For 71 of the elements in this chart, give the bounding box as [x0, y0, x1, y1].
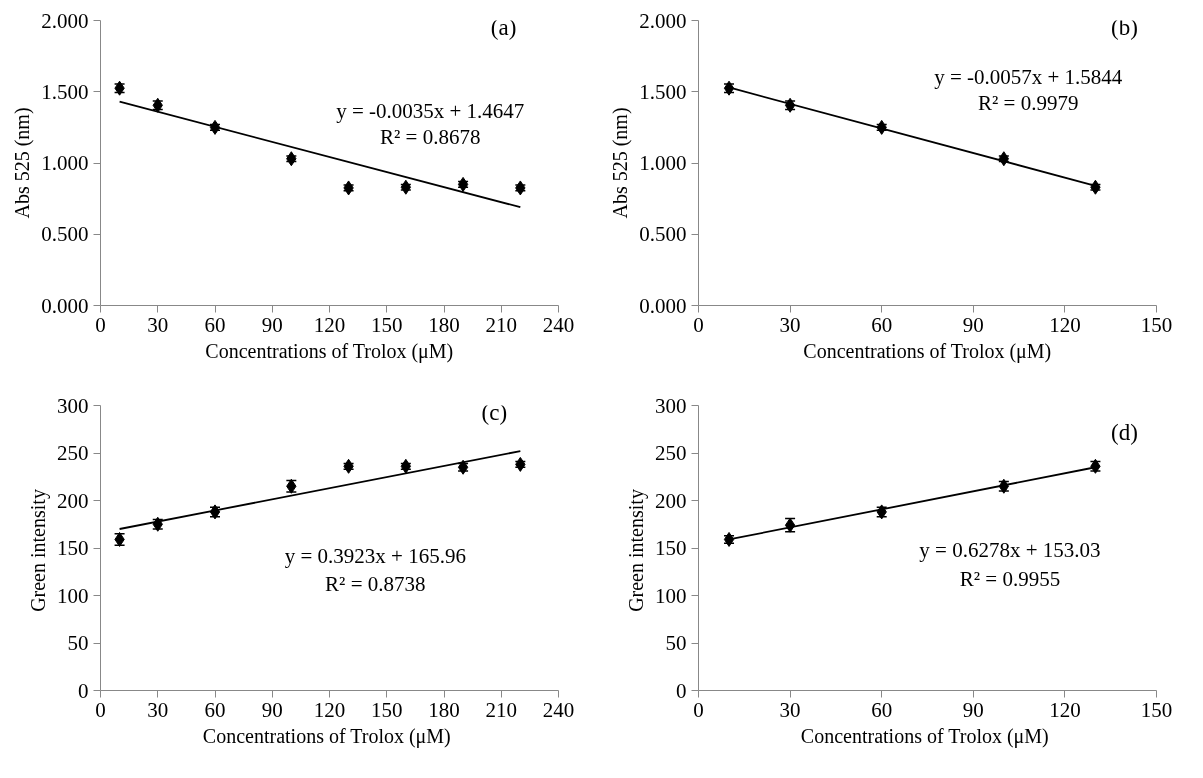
y-axis-title: Abs 525 (nm)	[609, 107, 633, 219]
x-tick-label: 60	[871, 697, 893, 722]
y-tick-label: 150	[57, 536, 89, 560]
x-tick-label: 0	[693, 312, 704, 337]
y-axis-title: Green intensity	[625, 489, 648, 612]
x-tick-label: 0	[95, 697, 106, 722]
y-tick-label: 0.000	[41, 293, 89, 318]
x-tick-label: 120	[313, 697, 346, 722]
x-tick-label: 0	[95, 312, 106, 337]
x-tick-label: 120	[1049, 697, 1081, 722]
x-tick-label: 240	[542, 312, 575, 337]
x-tick-label: 90	[261, 312, 283, 337]
x-tick-label: 240	[542, 697, 575, 722]
x-tick-label: 30	[779, 312, 801, 337]
annotation: y = -0.0035x + 1.4647	[336, 99, 525, 124]
y-axis-title: Abs 525 (nm)	[11, 107, 35, 219]
x-tick-label: 180	[428, 312, 460, 337]
annotation: (d)	[1111, 420, 1138, 446]
annotation: y = 0.6278x + 153.03	[919, 538, 1101, 563]
y-tick-label: 150	[655, 536, 687, 560]
x-tick-label: 90	[962, 697, 984, 722]
y-tick-label: 0.500	[41, 222, 89, 247]
x-tick-label: 150	[1140, 697, 1173, 722]
y-axis-title: Green intensity	[27, 489, 50, 612]
y-tick-label: 100	[57, 583, 89, 608]
x-tick-label: 0	[693, 697, 704, 722]
y-tick-label: 50	[665, 631, 687, 655]
x-axis-title: Concentrations of Trolox (μM)	[800, 724, 1049, 748]
y-tick-label: 300	[57, 393, 89, 418]
x-tick-label: 60	[204, 312, 226, 337]
y-tick-label: 1.500	[41, 79, 89, 104]
annotation: R² = 0.8678	[380, 124, 481, 149]
y-tick-label: 200	[655, 488, 687, 513]
y-tick-label: 2.000	[41, 8, 89, 33]
x-tick-label: 210	[485, 312, 517, 337]
x-tick-label: 150	[371, 697, 403, 722]
y-tick-label: 1.000	[41, 151, 89, 175]
y-tick-label: 1.500	[639, 79, 687, 104]
y-tick-label: 0	[676, 678, 687, 703]
annotation: y = 0.3923x + 165.96	[284, 543, 466, 568]
x-tick-label: 120	[313, 312, 346, 337]
y-tick-label: 0	[78, 678, 89, 703]
y-tick-label: 250	[655, 441, 687, 465]
x-tick-label: 90	[962, 312, 984, 337]
x-tick-label: 30	[147, 312, 169, 337]
x-tick-label: 60	[871, 312, 893, 337]
x-tick-label: 150	[371, 312, 403, 337]
y-tick-label: 100	[655, 583, 687, 608]
x-axis-title: Concentrations of Trolox (μM)	[205, 339, 454, 363]
annotation: R² = 0.9955	[959, 566, 1061, 591]
x-axis-title: Concentrations of Trolox (μM)	[202, 724, 451, 748]
y-tick-label: 50	[67, 631, 89, 655]
x-tick-label: 90	[261, 697, 283, 722]
x-tick-label: 30	[779, 697, 801, 722]
x-tick-label: 210	[485, 697, 517, 722]
annotation: y = -0.0057x + 1.5844	[934, 64, 1123, 89]
annotation: R² = 0.8738	[325, 572, 426, 597]
x-axis-title: Concentrations of Trolox (μM)	[803, 339, 1052, 363]
y-tick-label: 0.500	[639, 222, 687, 247]
x-tick-label: 150	[1140, 312, 1173, 337]
y-tick-label: 0.000	[639, 293, 687, 318]
x-tick-label: 180	[428, 697, 460, 722]
x-tick-label: 30	[147, 697, 169, 722]
y-tick-label: 1.000	[639, 151, 687, 175]
y-tick-label: 250	[57, 441, 89, 465]
x-tick-label: 120	[1049, 312, 1081, 337]
annotation: R² = 0.9979	[978, 90, 1079, 115]
y-tick-label: 300	[655, 393, 687, 418]
y-tick-label: 200	[57, 488, 89, 513]
x-tick-label: 60	[204, 697, 226, 722]
y-tick-label: 2.000	[639, 8, 687, 33]
